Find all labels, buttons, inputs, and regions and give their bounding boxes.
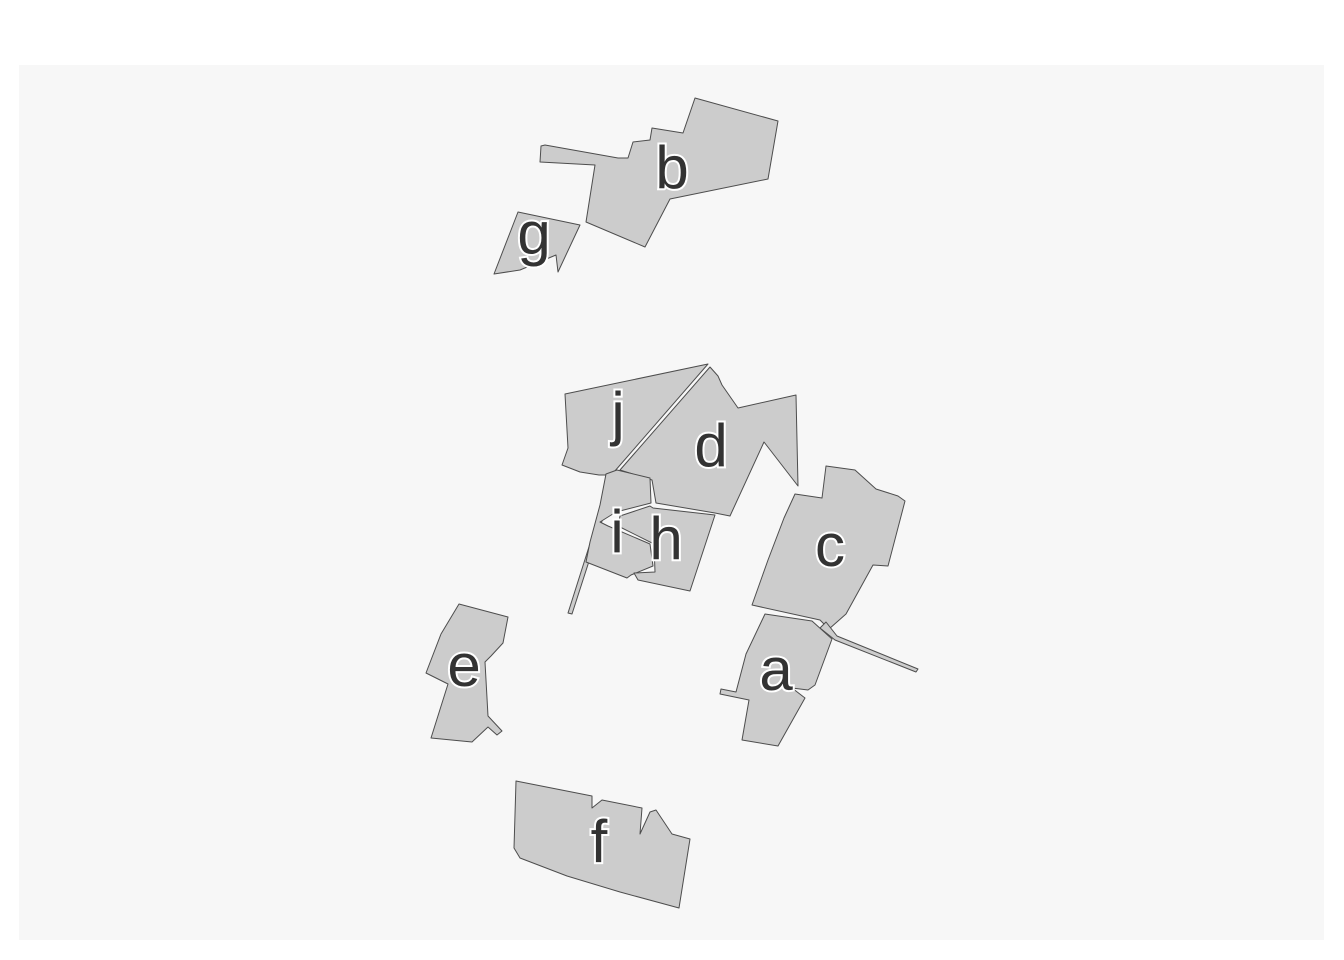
region-g-shape[interactable]	[493, 211, 581, 275]
region-label-j: j	[609, 380, 624, 447]
region-i-shape[interactable]	[585, 469, 654, 579]
region-shapes	[425, 97, 919, 909]
region-label-d: d	[694, 412, 727, 479]
region-j-shape[interactable]	[561, 363, 709, 476]
region-d-shape[interactable]	[619, 366, 799, 517]
region-label-c: c	[815, 512, 845, 579]
region-f-shape[interactable]	[513, 780, 691, 909]
region-label-b: b	[655, 134, 688, 201]
region-a-shape[interactable]	[719, 613, 833, 747]
region-label-h: h	[649, 505, 682, 572]
region-label-i: i	[610, 498, 623, 565]
region-c-shape[interactable]	[751, 465, 906, 630]
region-e-shape[interactable]	[425, 603, 509, 743]
region-label-g: g	[517, 200, 550, 267]
region-label-f: f	[591, 808, 608, 875]
region-h-shape[interactable]	[617, 505, 716, 592]
region-c-road-shape	[819, 621, 919, 673]
region-label-a: a	[759, 636, 793, 703]
region-label-e: e	[447, 632, 480, 699]
region-labels: b g j d i h c e a f	[445, 132, 847, 877]
region-b-shape[interactable]	[539, 97, 779, 248]
